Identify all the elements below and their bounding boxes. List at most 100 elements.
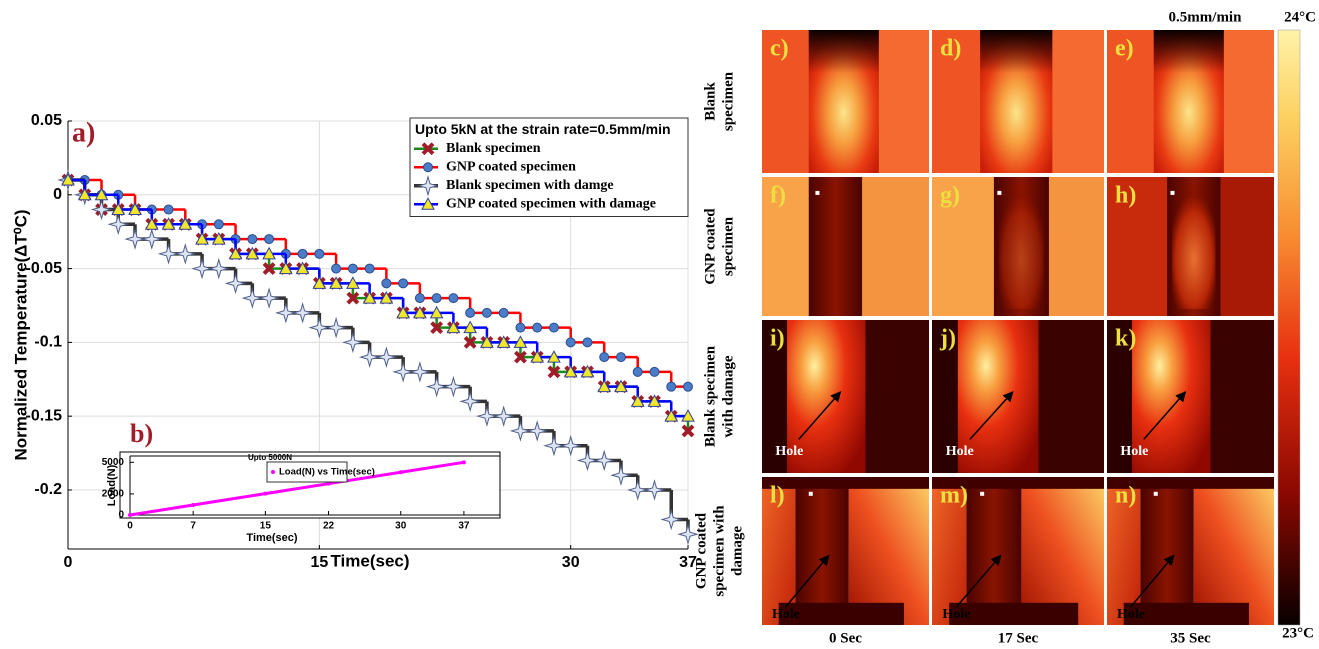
panel-label: g) bbox=[940, 183, 960, 209]
row-label: specimen with bbox=[711, 505, 727, 597]
legend-marker bbox=[271, 470, 275, 474]
marker bbox=[275, 302, 297, 324]
thermal-region bbox=[1153, 30, 1224, 73]
marker bbox=[346, 276, 360, 289]
thermal-image bbox=[1107, 320, 1274, 473]
marker bbox=[582, 337, 593, 348]
marker bbox=[463, 335, 477, 349]
marker bbox=[325, 316, 347, 339]
hole-label: Hole bbox=[775, 444, 803, 459]
marker bbox=[398, 278, 409, 289]
thermal-image bbox=[932, 177, 1104, 316]
thermal-region bbox=[999, 197, 1044, 310]
x-tick-label: 15 bbox=[310, 554, 328, 571]
marker bbox=[413, 305, 427, 319]
thermal-region bbox=[1220, 177, 1274, 316]
panel-label: e) bbox=[1115, 36, 1134, 62]
y-tick-label: 5000 bbox=[102, 457, 125, 468]
legend-title: Upto 5kN at the strain rate=0.5mm/min bbox=[415, 121, 671, 137]
thermal-region bbox=[957, 320, 1039, 473]
marker bbox=[111, 202, 126, 216]
marker bbox=[414, 293, 425, 304]
marker bbox=[362, 291, 377, 304]
row-label: with damage bbox=[720, 355, 736, 437]
thermal-region bbox=[1132, 320, 1211, 473]
y-tick-label: 0 bbox=[53, 186, 62, 203]
thermal-region bbox=[932, 30, 981, 173]
y-tick-label: -0.05 bbox=[26, 260, 63, 277]
marker bbox=[291, 302, 314, 324]
marker bbox=[297, 248, 308, 259]
thermal-region bbox=[778, 602, 904, 625]
thermal-region bbox=[1210, 320, 1274, 473]
thermal-region bbox=[1048, 177, 1104, 316]
marker bbox=[364, 263, 375, 274]
thermal-region bbox=[787, 320, 866, 473]
reference-dot bbox=[1153, 491, 1158, 496]
legend-label: GNP coated specimen bbox=[446, 159, 576, 174]
thermal-region bbox=[1223, 30, 1274, 173]
marker bbox=[547, 350, 561, 363]
thermal-region bbox=[949, 602, 1079, 625]
marker bbox=[224, 272, 247, 295]
row-label: Blank specimen bbox=[702, 345, 718, 447]
y-tick-label: -0.1 bbox=[34, 334, 62, 351]
row-label: Blank bbox=[702, 82, 718, 121]
marker bbox=[513, 335, 528, 348]
colorbar-max: 24°C bbox=[1284, 9, 1316, 25]
marker bbox=[329, 276, 343, 289]
thermal-region bbox=[1140, 477, 1194, 625]
marker bbox=[163, 204, 174, 215]
hole-arrow bbox=[969, 391, 1014, 440]
marker bbox=[245, 246, 260, 260]
marker bbox=[514, 350, 527, 364]
panel-label: j) bbox=[939, 326, 956, 352]
legend-marker bbox=[423, 162, 433, 173]
hole-arrow bbox=[1129, 554, 1175, 608]
marker bbox=[94, 187, 109, 201]
marker bbox=[409, 361, 431, 383]
marker bbox=[632, 366, 643, 377]
thermal-region bbox=[980, 30, 1053, 73]
marker bbox=[593, 449, 616, 472]
marker bbox=[548, 322, 559, 333]
marker bbox=[191, 503, 196, 508]
reference-dot bbox=[815, 190, 820, 195]
panel-label: k) bbox=[1115, 326, 1136, 352]
row-label: GNP coated bbox=[702, 208, 718, 285]
thermal-region bbox=[878, 30, 929, 173]
marker bbox=[446, 320, 461, 334]
column-label: 35 Sec bbox=[1170, 630, 1211, 646]
legend-marker bbox=[417, 174, 439, 197]
marker bbox=[295, 261, 310, 275]
x-tick-label: 22 bbox=[323, 521, 335, 532]
hole-arrow bbox=[955, 554, 1002, 608]
marker bbox=[375, 346, 398, 368]
marker bbox=[615, 352, 626, 363]
thermal-region bbox=[966, 477, 1022, 625]
marker bbox=[681, 424, 695, 438]
legend-label: Load(N) vs Time(sec) bbox=[279, 467, 375, 478]
marker bbox=[461, 460, 466, 465]
thermal-image bbox=[932, 477, 1104, 625]
panel-label: m) bbox=[940, 483, 968, 509]
thermal-region bbox=[1038, 320, 1104, 473]
marker bbox=[381, 278, 392, 289]
thermal-region bbox=[808, 177, 863, 316]
marker bbox=[547, 365, 561, 379]
marker bbox=[430, 321, 444, 335]
y-tick-label: -0.2 bbox=[34, 481, 62, 498]
hole-label: Hole bbox=[1120, 444, 1148, 459]
marker bbox=[563, 364, 578, 378]
thermal-region bbox=[862, 177, 929, 316]
colorbar bbox=[1277, 29, 1301, 626]
panel-label: c) bbox=[770, 36, 789, 62]
panel-label: l) bbox=[770, 483, 785, 509]
hole-arrow bbox=[798, 391, 842, 440]
panel-label: a) bbox=[72, 117, 95, 148]
reference-dot bbox=[997, 190, 1002, 195]
marker bbox=[90, 198, 113, 221]
marker bbox=[174, 243, 197, 265]
marker bbox=[465, 307, 476, 318]
thermal-region bbox=[762, 30, 809, 173]
